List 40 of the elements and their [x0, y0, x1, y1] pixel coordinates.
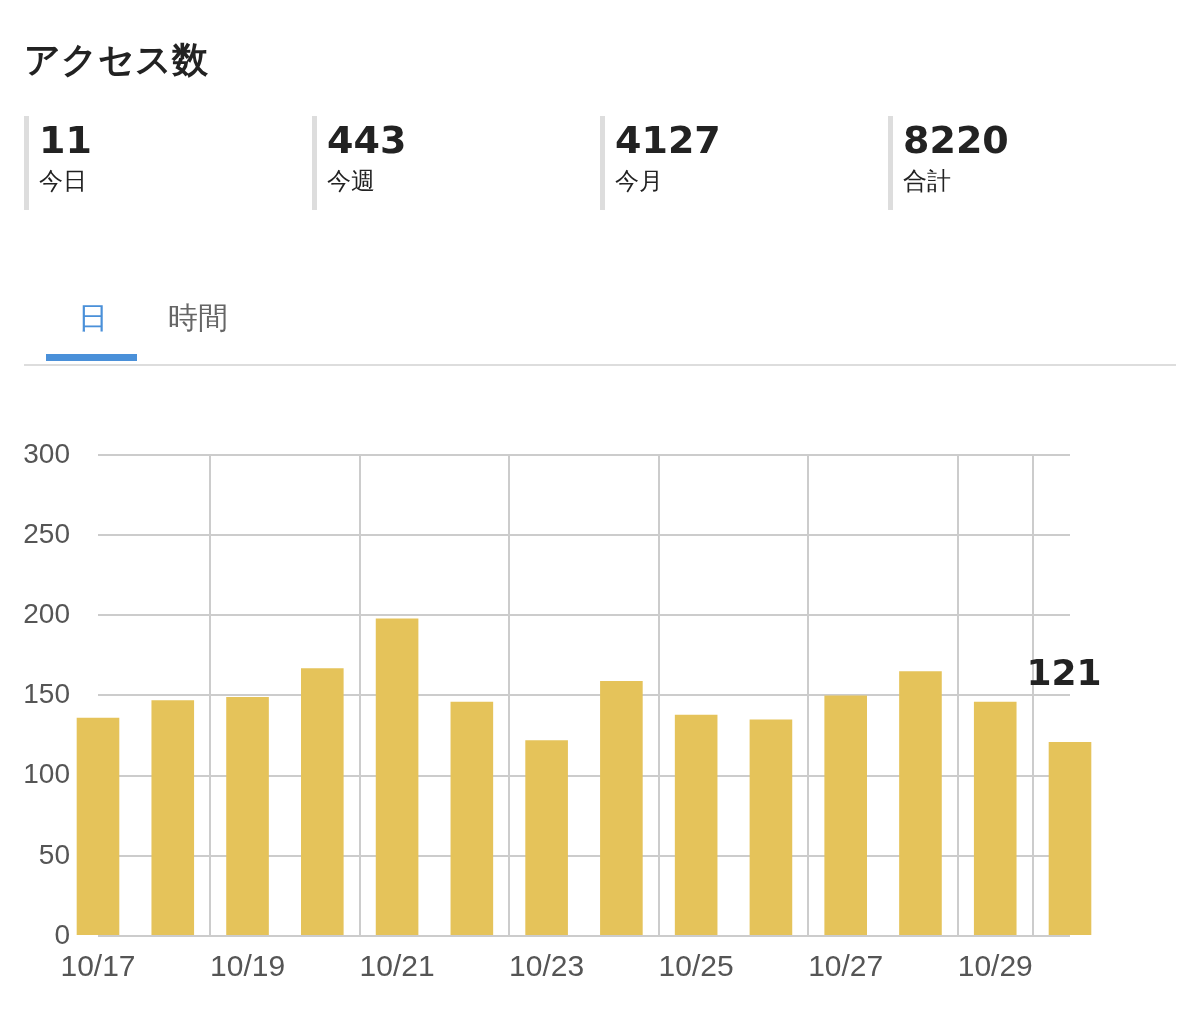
bar — [226, 697, 269, 935]
bar — [1048, 741, 1092, 935]
x-tick-label: 10/27 — [808, 949, 884, 983]
x-tick-label: 10/21 — [359, 949, 435, 983]
y-tick-label: 50 — [38, 838, 70, 870]
bar — [450, 701, 494, 935]
text: 今月 — [615, 166, 664, 197]
bar — [301, 668, 344, 935]
text: 11 — [39, 117, 92, 164]
text: 今週 — [327, 166, 376, 197]
text: 8220 — [903, 117, 1009, 164]
text: 合計 — [903, 166, 952, 197]
bar — [749, 719, 793, 935]
bar — [525, 740, 568, 935]
bar — [375, 618, 419, 935]
y-tick-label: 0 — [54, 918, 70, 950]
data-label: 121 — [1026, 652, 1102, 694]
bar — [973, 701, 1017, 935]
x-tick-label: 10/29 — [957, 949, 1033, 983]
bar — [76, 717, 120, 935]
text: 4127 — [615, 117, 721, 164]
chart-title: アクセス数 — [24, 38, 208, 82]
x-tick-label: 10/17 — [60, 949, 136, 983]
text: 今日 — [39, 166, 88, 197]
x-tick-label: 10/25 — [658, 949, 734, 983]
bar — [899, 671, 942, 935]
y-tick-label: 150 — [23, 678, 70, 710]
bar — [600, 680, 643, 935]
y-tick-label: 250 — [23, 517, 70, 549]
x-tick-label: 10/19 — [210, 949, 286, 983]
text: 時間 — [168, 299, 228, 337]
y-tick-label: 200 — [23, 597, 70, 629]
bar — [824, 695, 867, 935]
x-tick-label: 10/23 — [509, 949, 585, 983]
text: 443 — [327, 117, 407, 164]
bar — [151, 700, 195, 935]
y-tick-label: 100 — [23, 758, 70, 790]
y-tick-label: 300 — [23, 437, 70, 469]
text: 日 — [78, 299, 108, 337]
bar — [674, 714, 718, 935]
